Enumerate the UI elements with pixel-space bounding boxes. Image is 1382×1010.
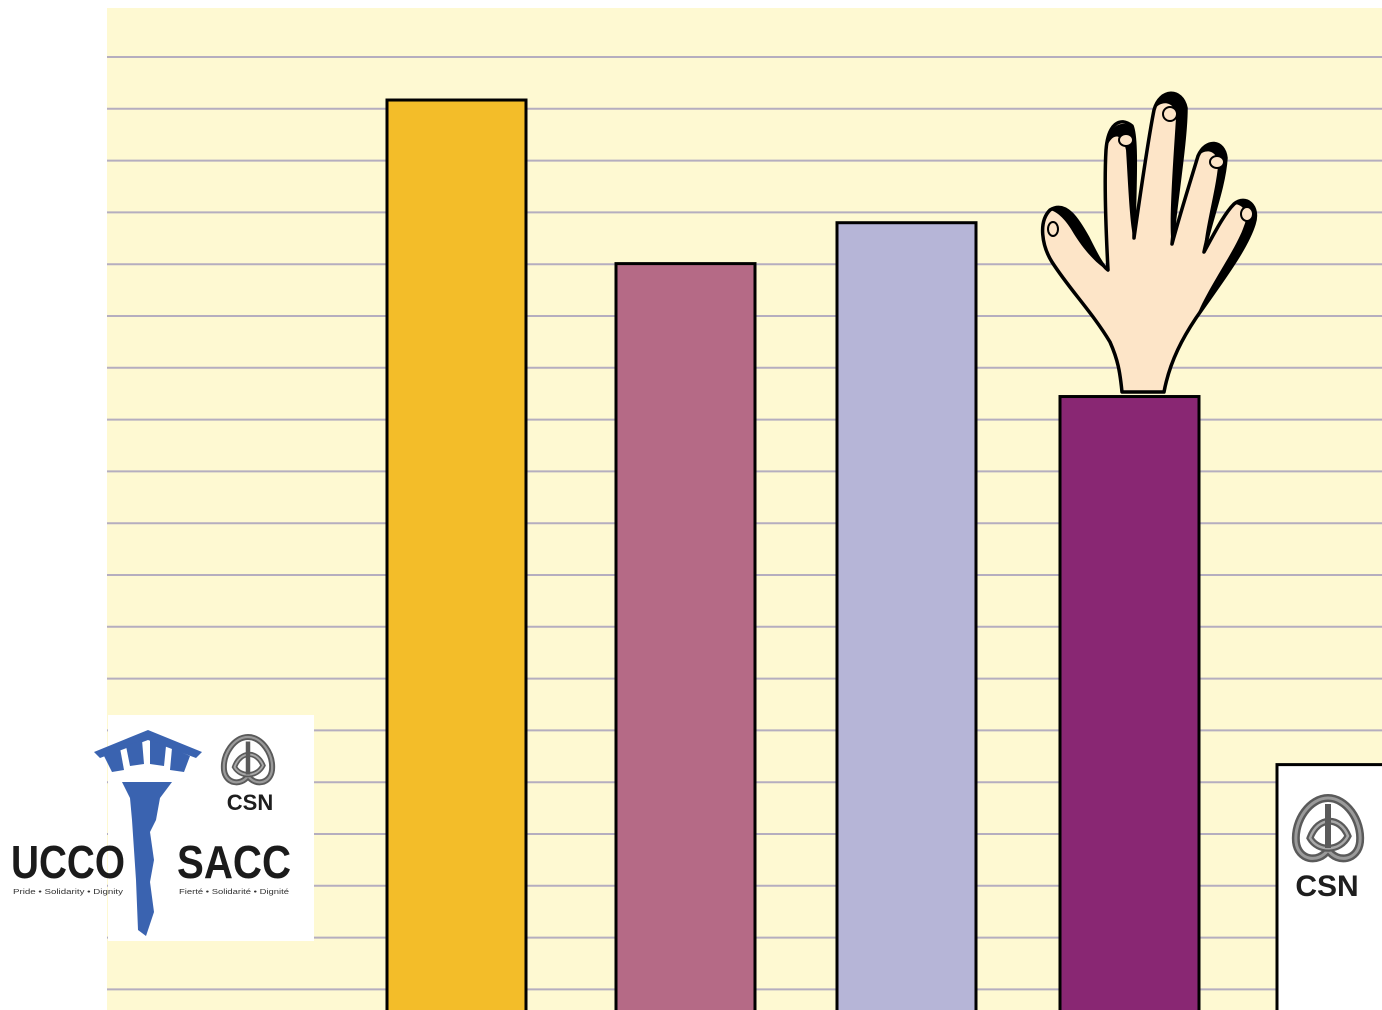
bar-1 [385, 98, 528, 1010]
ucco-word: UCCO [11, 836, 125, 888]
ucco-sacc-logo: UCCO SACC Pride • Solidarity • Dignity F… [11, 715, 314, 941]
sacc-tagline: Fierté • Solidarité • Dignité [179, 889, 289, 896]
raised-hand-icon [1040, 91, 1258, 394]
csn-logo-icon: CSN [1295, 798, 1360, 903]
csn-small-label: CSN [227, 790, 273, 815]
csn-box-label: CSN [1295, 870, 1358, 903]
ucco-tagline: Pride • Solidarity • Dignity [13, 889, 124, 896]
sacc-word: SACC [177, 836, 291, 888]
key-emblem-icon [94, 730, 202, 936]
bar-3 [835, 221, 978, 1010]
bar-4 [1058, 395, 1201, 1010]
bar-2 [614, 262, 757, 1010]
bar-series [385, 98, 1382, 1010]
